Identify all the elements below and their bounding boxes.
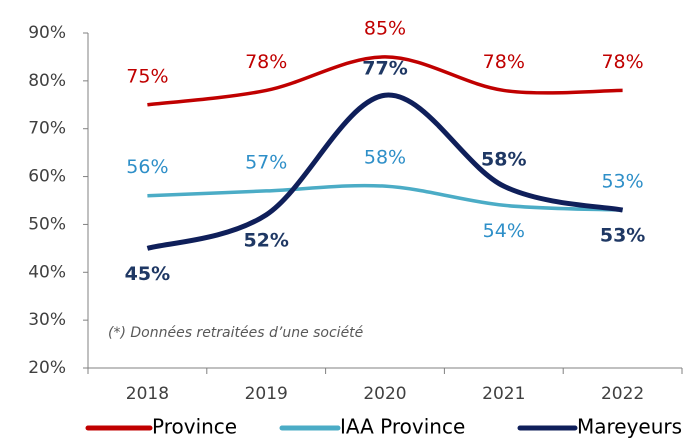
- legend-label: Province: [152, 415, 237, 439]
- y-tick-label: 90%: [28, 23, 66, 43]
- data-label: 57%: [245, 151, 287, 173]
- y-tick-label: 80%: [28, 71, 66, 91]
- x-tick-label: 2020: [363, 384, 406, 404]
- x-tick-label: 2022: [601, 384, 644, 404]
- legend-label: Mareyeurs: [577, 415, 682, 439]
- x-tick-label: 2018: [126, 384, 169, 404]
- line: [146, 92, 624, 251]
- y-tick-label: 50%: [28, 214, 66, 234]
- data-label: 53%: [601, 171, 643, 193]
- data-label: 58%: [481, 149, 526, 171]
- line: [147, 55, 623, 107]
- x-tick-label: 2019: [245, 384, 288, 404]
- data-label: 78%: [483, 51, 525, 73]
- data-label: 52%: [243, 229, 288, 251]
- legend-label: IAA Province: [340, 415, 465, 439]
- y-tick-label: 70%: [28, 119, 66, 139]
- y-tick-label: 40%: [28, 262, 66, 282]
- y-tick-label: 20%: [28, 358, 66, 378]
- x-tick-label: 2021: [482, 384, 525, 404]
- data-label: 53%: [600, 225, 645, 247]
- data-label: 78%: [245, 51, 287, 73]
- data-label: 77%: [362, 58, 407, 80]
- y-tick-label: 30%: [28, 310, 66, 330]
- line: [147, 183, 623, 212]
- data-label: 75%: [126, 65, 168, 87]
- annotation: (*) Données retraitées d’une société: [108, 325, 364, 341]
- data-label: 58%: [364, 147, 406, 169]
- data-label: 56%: [126, 156, 168, 178]
- y-tick-label: 60%: [28, 167, 66, 187]
- data-label: 54%: [483, 220, 525, 242]
- data-label: 45%: [125, 263, 170, 285]
- data-label: 78%: [601, 51, 643, 73]
- data-label: 85%: [364, 17, 406, 39]
